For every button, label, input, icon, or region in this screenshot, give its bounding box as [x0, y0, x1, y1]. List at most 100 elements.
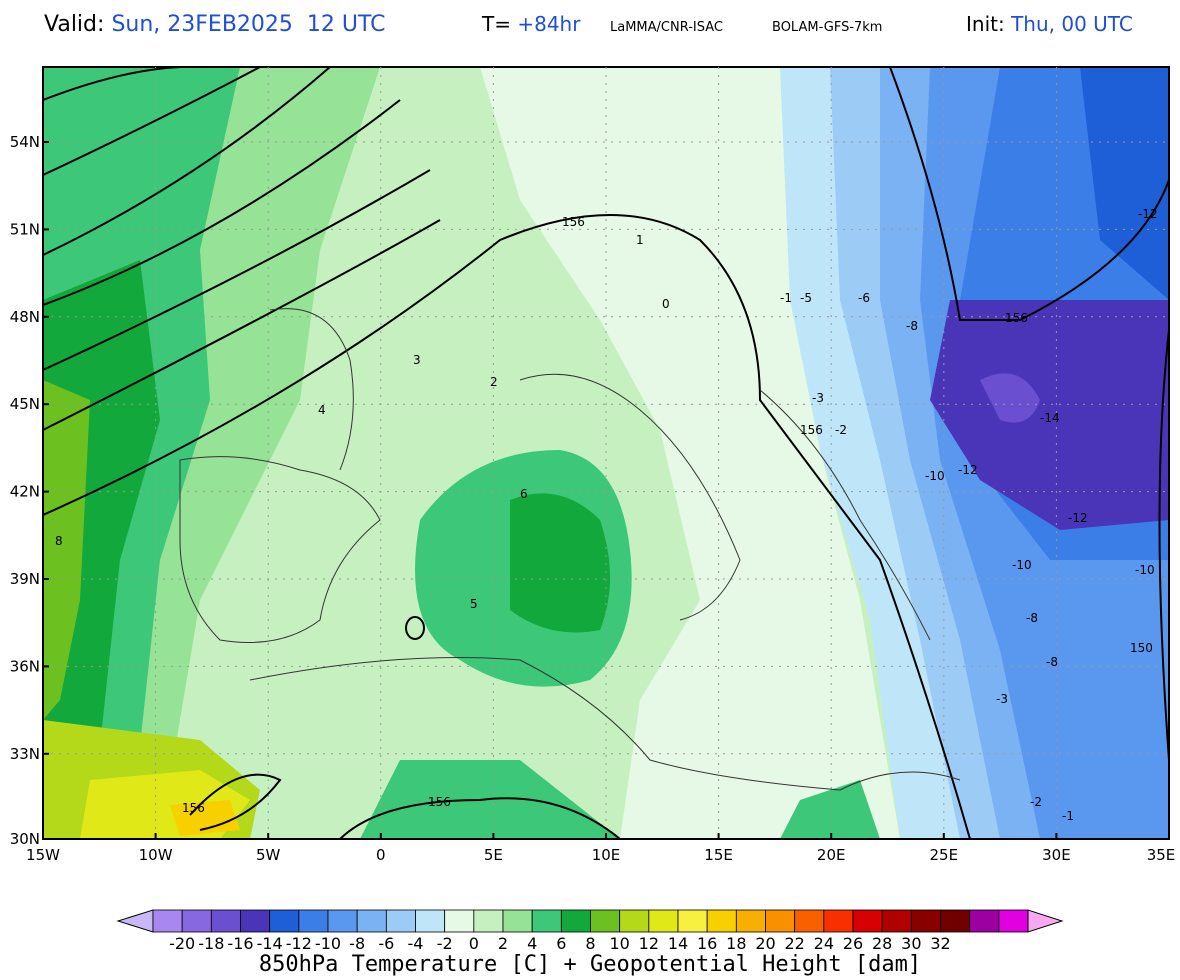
init-value: Thu, 00 UTC	[1011, 12, 1133, 36]
contour-labels: 156 156 156 156 156 150 8 6 5 4 3 2 1 0 …	[55, 207, 1158, 823]
temp-label: 4	[318, 403, 326, 417]
latitude-labels: 54N 51N 48N 45N 42N 39N 36N 33N 30N	[10, 133, 49, 848]
lead-value: +84hr	[517, 12, 581, 36]
colorbar-tick-label: 10	[609, 934, 630, 953]
org-label: LaMMA/CNR-ISAC	[610, 20, 723, 35]
graticule	[43, 67, 1169, 839]
longitude-label: 5W	[256, 846, 281, 864]
temp-label: 0	[662, 297, 670, 311]
colorbar-swatch	[298, 909, 329, 933]
temp-label: -12	[1138, 207, 1158, 221]
latitude-label: 36N	[10, 657, 40, 675]
colorbar-swatch	[444, 909, 475, 933]
colorbar-tick-label: 18	[726, 934, 747, 953]
colorbar	[116, 909, 1064, 933]
temp-label: -1	[1062, 809, 1074, 823]
colorbar-tick-label: 22	[784, 934, 805, 953]
colorbar-tick-label: 12	[638, 934, 660, 953]
colorbar-swatch	[794, 909, 825, 933]
height-label: 156	[428, 795, 451, 809]
colorbar-max-triangle	[1027, 909, 1064, 933]
longitude-label: 5E	[484, 846, 503, 864]
colorbar-tick-label: 20	[755, 934, 776, 953]
latitude-label: 48N	[10, 308, 40, 326]
colorbar-tick-label: 26	[842, 934, 864, 953]
lead-time: T= +84hr	[482, 12, 580, 36]
valid-value: Sun, 23FEB2025 12 UTC	[111, 12, 386, 37]
temp-label: -8	[1026, 611, 1038, 625]
latitude-label: 51N	[10, 220, 40, 238]
colorbar-tick-label: -20	[169, 934, 196, 953]
height-label: 150	[1130, 641, 1153, 655]
colorbar-swatch	[385, 909, 416, 933]
colorbar-swatch	[677, 909, 708, 933]
colorbar-swatch	[590, 909, 621, 933]
latitude-label: 54N	[10, 133, 40, 151]
colorbar-tick-label: -14	[256, 934, 283, 953]
temp-label: 2	[490, 375, 498, 389]
latitude-label: 45N	[10, 395, 40, 413]
colorbar-swatch	[998, 909, 1029, 933]
temp-label: -14	[1040, 411, 1060, 425]
colorbar-tick-label: 0	[468, 934, 479, 953]
colorbar-tick-label: -6	[378, 934, 395, 953]
latitude-label: 39N	[10, 570, 40, 588]
longitude-label: 0	[376, 846, 386, 864]
temp-label: 8	[55, 534, 63, 548]
temp-label: -5	[800, 291, 812, 305]
temp-label: -6	[858, 291, 870, 305]
temp-label: 3	[413, 353, 421, 367]
temp-label: 6	[520, 487, 528, 501]
colorbar-swatch	[327, 909, 358, 933]
colorbar-swatch	[735, 909, 766, 933]
latitude-label: 42N	[10, 483, 40, 501]
colorbar-swatch	[560, 909, 591, 933]
colorbar-swatch	[852, 909, 883, 933]
colorbar-tick-label: 14	[667, 934, 689, 953]
colorbar-swatch	[969, 909, 1000, 933]
colorbar-title: 850hPa Temperature [C] + Geopotential He…	[258, 952, 922, 977]
valid-time: Valid: Sun, 23FEB2025 12 UTC	[44, 12, 386, 37]
longitude-label: 35E	[1147, 846, 1176, 864]
longitude-label: 15E	[704, 846, 733, 864]
temp-label: -12	[958, 463, 978, 477]
height-label: 156	[1005, 311, 1028, 325]
longitude-label: 30E	[1042, 846, 1071, 864]
colorbar-tick-label: -18	[198, 934, 225, 953]
latitude-label: 30N	[10, 830, 40, 848]
colorbar-swatch	[619, 909, 650, 933]
longitude-label: 15W	[26, 846, 60, 864]
height-contours	[43, 67, 1169, 839]
longitude-labels: 15W 10W 5W 0 5E 10E 15E 20E 25E 30E 35E	[26, 833, 1175, 864]
colorbar-swatch	[473, 909, 504, 933]
colorbar-swatch	[152, 909, 183, 933]
colorbar-tick-label: -8	[349, 934, 366, 953]
colorbar-swatch	[240, 909, 271, 933]
temperature-field	[43, 67, 1169, 839]
colorbar-swatch	[356, 909, 387, 933]
temp-label: -8	[1046, 655, 1058, 669]
colorbar-tick-label: -10	[314, 934, 342, 953]
colorbar-tick-labels: -20 -18 -16 -14 -12 -10 -8 -6 -4 -2 0 2 4 6 8 10 12 14 16 1…	[0, 934, 1180, 954]
longitude-label: 25E	[930, 846, 959, 864]
colorbar-tick-label: 32	[930, 934, 951, 953]
temp-label: -2	[1030, 795, 1042, 809]
temp-label: -10	[1012, 558, 1032, 572]
colorbar-tick-label: -16	[227, 934, 254, 953]
temp-label: -8	[906, 319, 918, 333]
colorbar-tick-label: -12	[285, 934, 312, 953]
temp-label: -10	[1135, 563, 1155, 577]
colorbar-tick-label: 24	[813, 934, 835, 953]
longitude-label: 20E	[817, 846, 846, 864]
colorbar-swatch	[706, 909, 737, 933]
valid-label: Valid:	[44, 12, 105, 37]
colorbar-swatch	[940, 909, 971, 933]
model-label: BOLAM-GFS-7km	[772, 20, 883, 35]
colorbar-swatch	[502, 909, 533, 933]
temp-label: -3	[996, 692, 1008, 706]
colorbar-swatch	[210, 909, 241, 933]
colorbar-min-triangle	[116, 909, 154, 933]
colorbar-swatch	[648, 909, 679, 933]
colorbar-tick-label: 6	[556, 934, 567, 953]
latitude-label: 33N	[10, 745, 40, 763]
